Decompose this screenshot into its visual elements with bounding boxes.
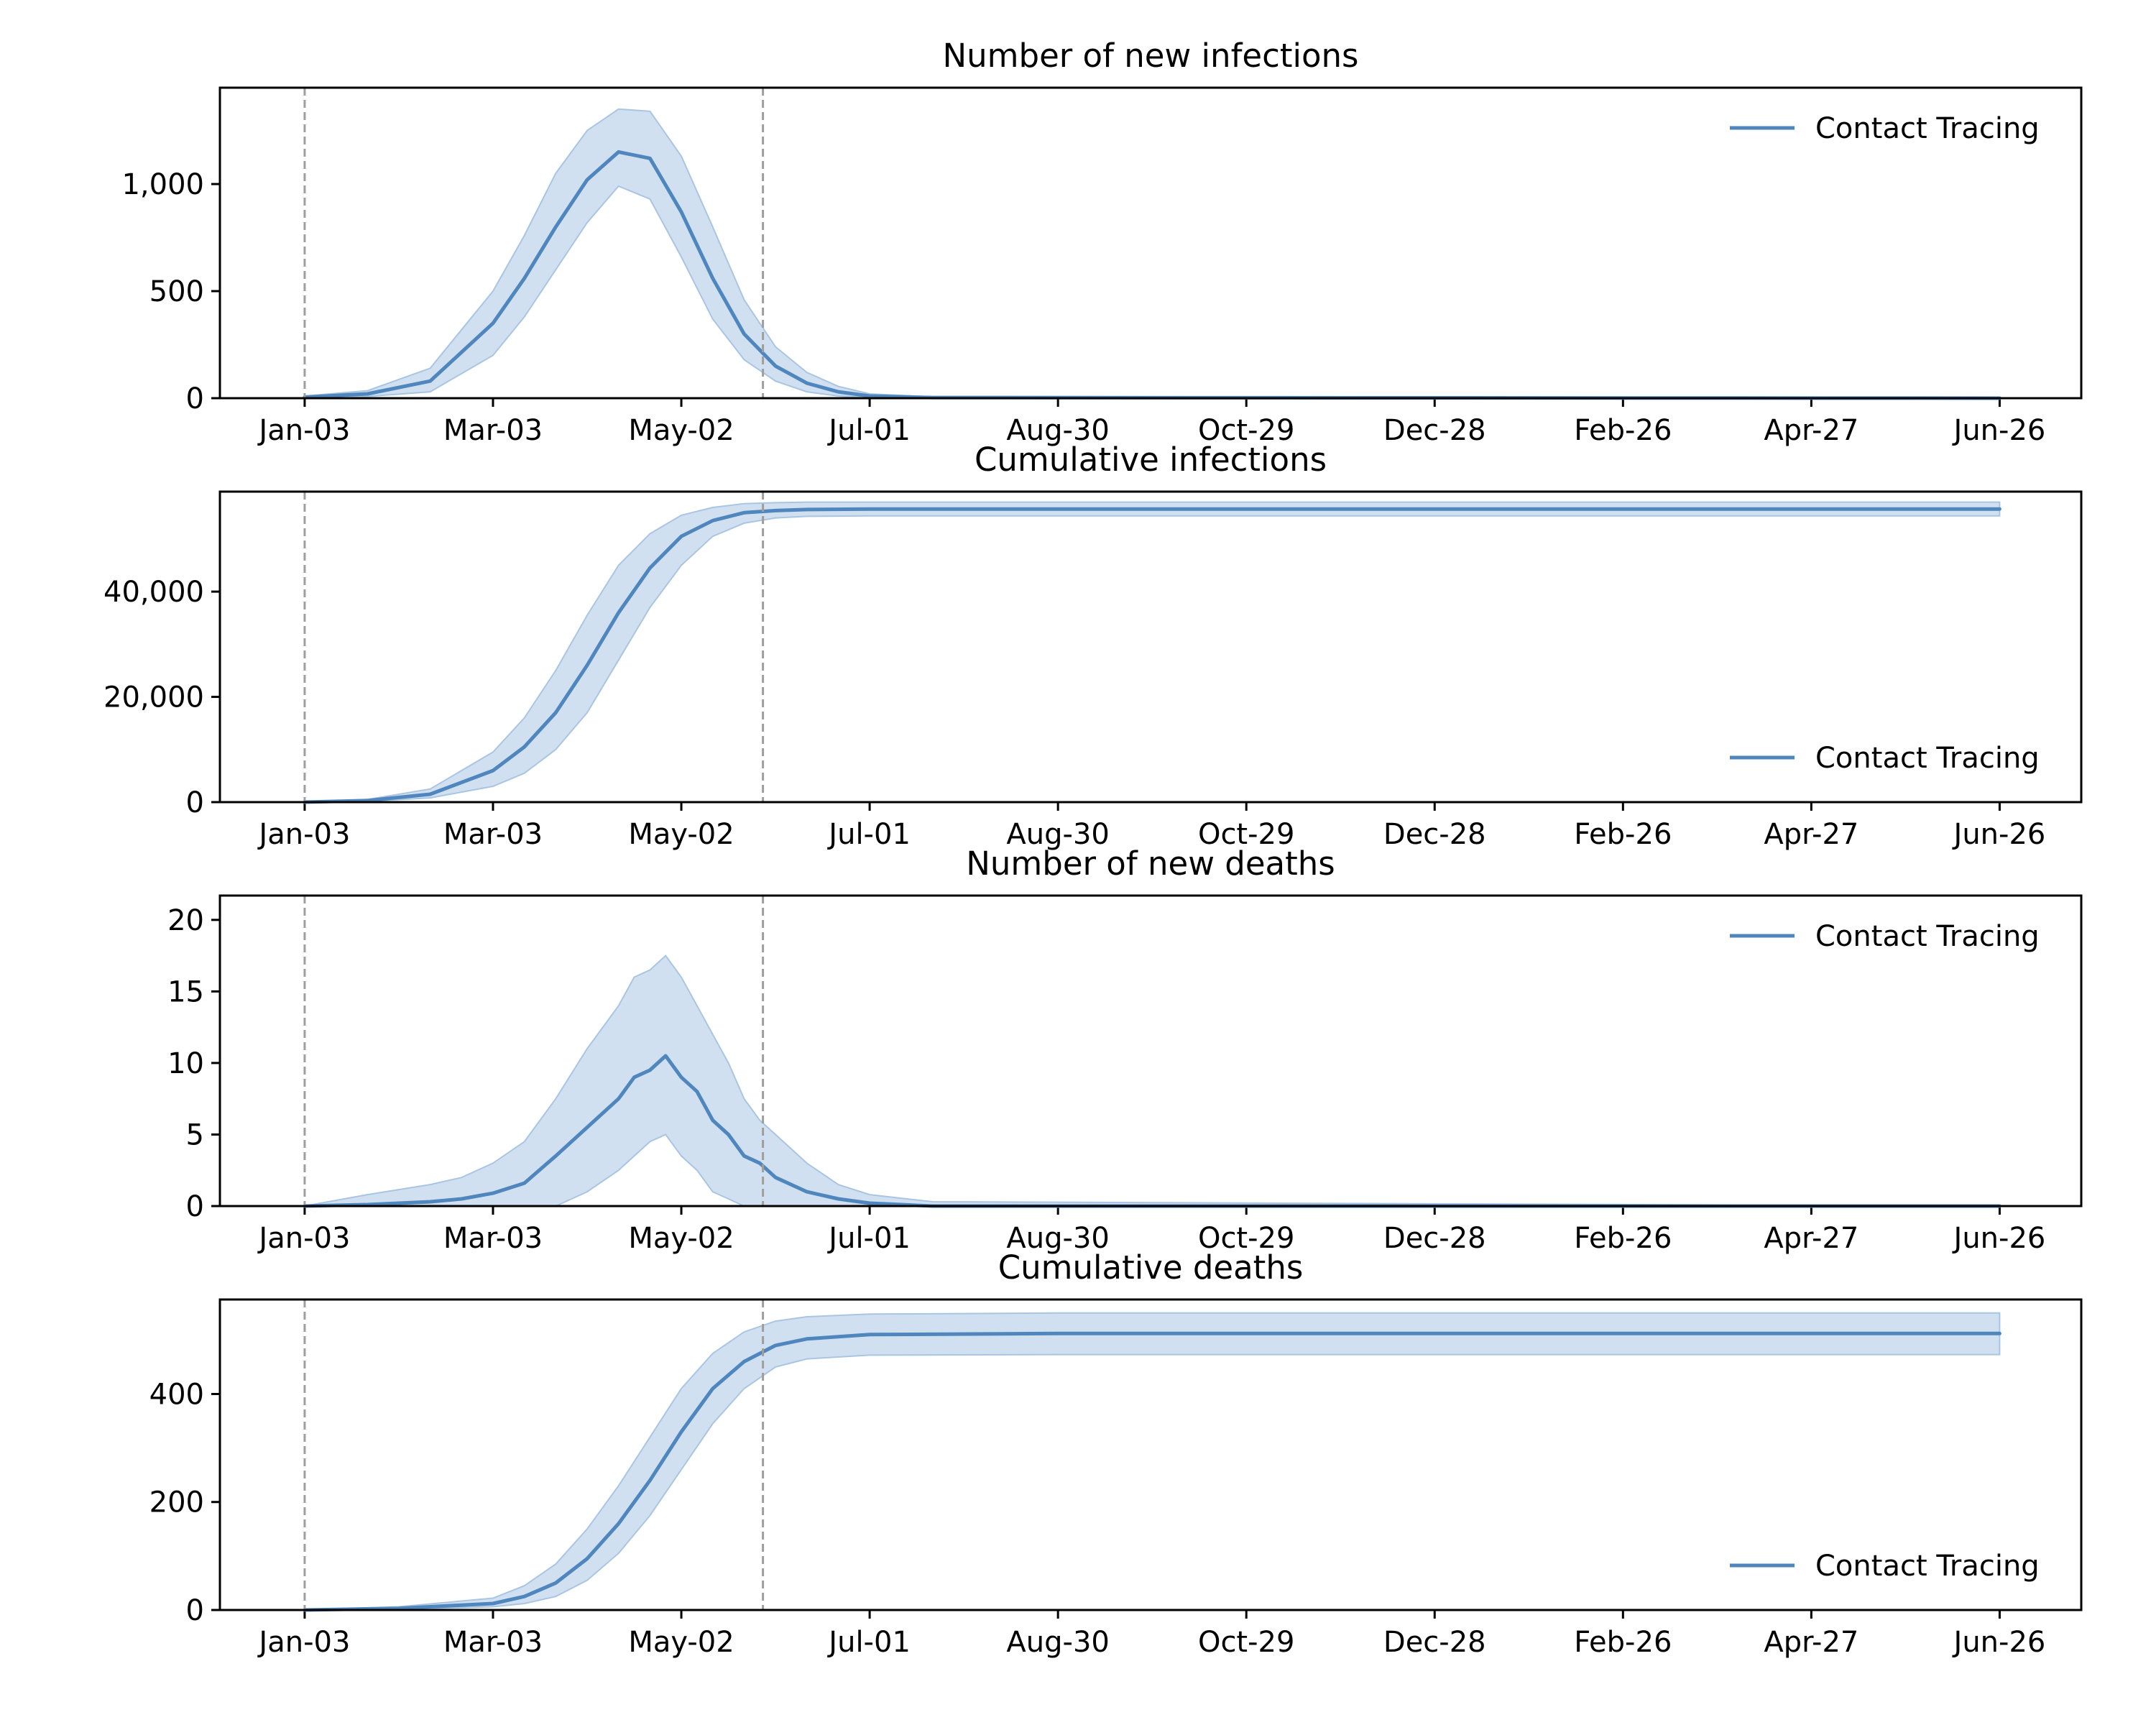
y-tick-label: 400 — [149, 1378, 204, 1411]
y-tick-label: 0 — [186, 1594, 204, 1627]
legend: Contact Tracing — [1730, 920, 2040, 953]
panel-title: Cumulative infections — [975, 441, 1327, 479]
x-tick-label: Apr-27 — [1764, 414, 1858, 447]
x-tick-label: Feb-26 — [1574, 414, 1672, 447]
x-tick-label: Aug-30 — [1006, 1626, 1109, 1659]
legend: Contact Tracing — [1730, 742, 2040, 775]
x-tick-label: Mar-03 — [443, 818, 543, 851]
x-tick-label: Jun-26 — [1952, 818, 2046, 851]
plot-area: 0 20,000 40,000 Jan-03 Mar-03 May-02 Jul-01 Aug… — [103, 492, 2045, 851]
x-tick-label: Feb-26 — [1574, 1222, 1672, 1255]
y-tick-label: 0 — [186, 1190, 204, 1223]
x-tick-label: Dec-28 — [1383, 1222, 1486, 1255]
x-tick-label: Oct-29 — [1198, 818, 1295, 851]
legend: Contact Tracing — [1730, 1550, 2040, 1583]
x-tick-label: Feb-26 — [1574, 1626, 1672, 1659]
x-tick-label: Jul-01 — [826, 1626, 911, 1659]
x-tick-label: Jul-01 — [826, 1222, 911, 1255]
x-tick-label: Oct-29 — [1198, 1626, 1295, 1659]
x-tick-label: Apr-27 — [1764, 1626, 1858, 1659]
y-tick-label: 200 — [149, 1486, 204, 1519]
x-tick-label: Jun-26 — [1952, 414, 2046, 447]
y-tick-label: 0 — [186, 786, 204, 819]
panel-title: Cumulative deaths — [998, 1248, 1304, 1287]
x-tick-label: Jan-03 — [257, 818, 350, 851]
x-tick-label: Apr-27 — [1764, 818, 1858, 851]
legend-label-contact-tracing: Contact Tracing — [1815, 742, 2040, 775]
x-tick-label: Mar-03 — [443, 1626, 543, 1659]
legend-label-contact-tracing: Contact Tracing — [1815, 1550, 2040, 1583]
y-tick-label: 20,000 — [103, 681, 204, 714]
plot-area: 0 200 400 Jan-03 Mar-03 May-02 Jul-01 Aug-30 Oct… — [149, 1300, 2046, 1659]
y-tick-label: 0 — [186, 382, 204, 415]
x-tick-label: May-02 — [628, 414, 734, 447]
y-tick-label: 1,000 — [121, 168, 204, 201]
y-tick-label: 500 — [149, 275, 204, 308]
x-tick-label: Dec-28 — [1383, 818, 1486, 851]
x-tick-label: Jan-03 — [257, 414, 350, 447]
panel-new-deaths: Number of new deaths 0 5 10 15 20 Jan-03 Mar-0… — [167, 845, 2083, 1255]
series-line-contact-tracing — [303, 1054, 2001, 1208]
y-tick-label: 15 — [167, 975, 204, 1008]
y-tick-label: 20 — [167, 904, 204, 937]
series-line-contact-tracing — [303, 150, 2001, 400]
x-tick-label: Apr-27 — [1764, 1222, 1858, 1255]
x-tick-label: Mar-03 — [443, 414, 543, 447]
y-tick-label: 5 — [186, 1118, 204, 1151]
x-tick-label: Dec-28 — [1383, 414, 1486, 447]
x-tick-label: Aug-30 — [1006, 818, 1109, 851]
x-tick-label: Mar-03 — [443, 1222, 543, 1255]
plot-area: 0 500 1,000 Jan-03 Mar-03 May-02 Jul-01 Aug-30 O… — [121, 88, 2045, 447]
series-line-contact-tracing — [303, 507, 2001, 804]
axes-frame — [218, 894, 2083, 1208]
x-tick-label: May-02 — [628, 1626, 734, 1659]
plot-area: 0 5 10 15 20 Jan-03 Mar-03 May-02 Jul-01 Aug-30 Oc… — [167, 896, 2045, 1255]
y-tick-label: 40,000 — [103, 576, 204, 609]
legend-label-contact-tracing: Contact Tracing — [1815, 112, 2040, 145]
axes-frame — [218, 1298, 2083, 1611]
x-tick-label: Jan-03 — [257, 1222, 350, 1255]
x-tick-label: Jan-03 — [257, 1626, 350, 1659]
axes-frame — [218, 490, 2083, 804]
x-tick-label: Oct-29 — [1198, 414, 1295, 447]
axes-frame — [218, 86, 2083, 400]
x-tick-label: Jun-26 — [1952, 1222, 2046, 1255]
legend-label-contact-tracing: Contact Tracing — [1815, 920, 2040, 953]
x-tick-label: Aug-30 — [1006, 1222, 1109, 1255]
panel-cumulative-infections: Cumulative infections 0 20,000 40,000 Jan-0… — [103, 441, 2083, 851]
y-tick-label: 10 — [167, 1047, 204, 1080]
series-line-contact-tracing — [303, 1331, 2001, 1612]
legend: Contact Tracing — [1730, 112, 2040, 145]
x-tick-label: Aug-30 — [1006, 414, 1109, 447]
x-tick-label: May-02 — [628, 818, 734, 851]
panel-new-infections: Number of new infections 0 500 1,000 Jan-03… — [121, 37, 2083, 447]
x-tick-label: Jul-01 — [826, 414, 911, 447]
panel-cumulative-deaths: Cumulative deaths 0 200 400 Jan-03 Mar-03 May… — [149, 1248, 2083, 1659]
x-tick-label: Dec-28 — [1383, 1626, 1486, 1659]
x-tick-label: May-02 — [628, 1222, 734, 1255]
x-tick-label: Oct-29 — [1198, 1222, 1295, 1255]
x-tick-label: Feb-26 — [1574, 818, 1672, 851]
x-tick-label: Jul-01 — [826, 818, 911, 851]
x-tick-label: Jun-26 — [1952, 1626, 2046, 1659]
panel-title: Number of new deaths — [966, 845, 1335, 883]
panel-title: Number of new infections — [942, 37, 1358, 75]
